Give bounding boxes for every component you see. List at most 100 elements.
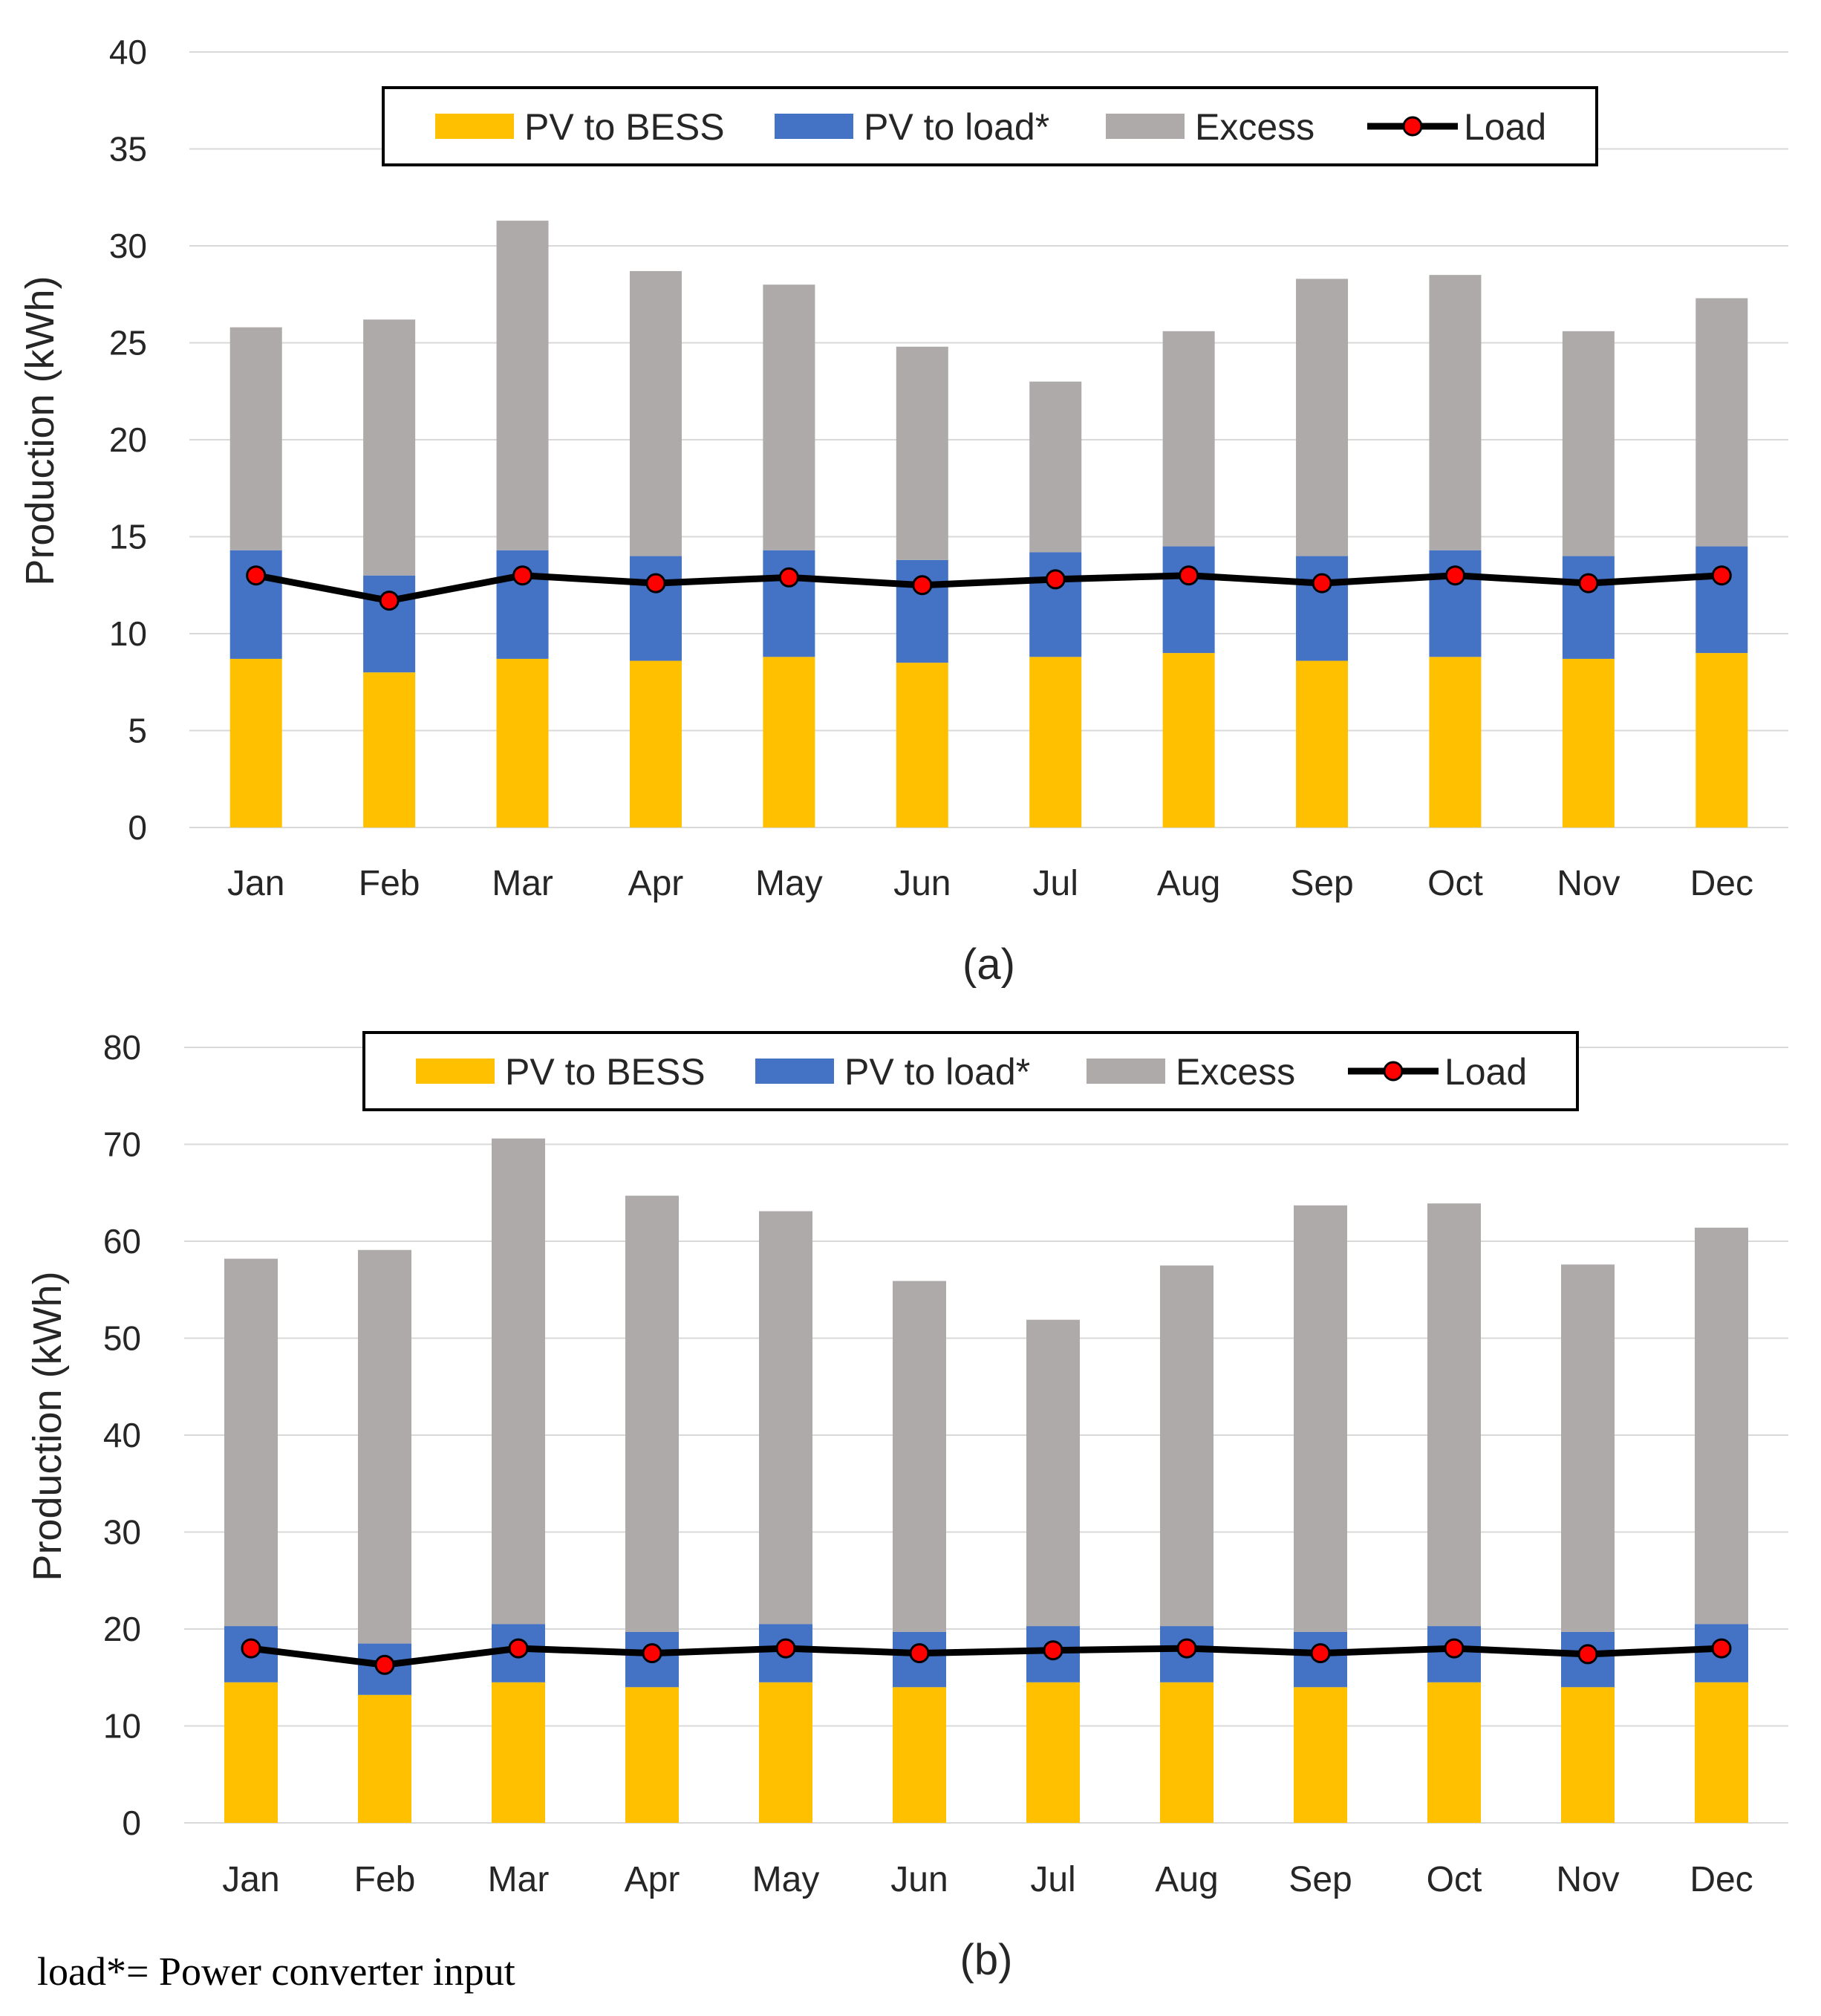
bar-pv-to-bess-jun — [896, 663, 948, 827]
load-point-apr — [645, 573, 666, 594]
legend-label: Excess — [1176, 1051, 1295, 1093]
bar-excess-jan — [229, 327, 282, 550]
y-tick-label: 40 — [103, 1416, 141, 1454]
x-tick-label: May — [752, 1860, 820, 1899]
x-tick-label: Apr — [625, 1860, 680, 1899]
bar-excess-feb — [363, 319, 416, 576]
chart-a: 0 5 10 15 20 25 30 35 40 Jan Feb Mar Apr May Jun Jul Aug… — [18, 33, 1788, 989]
bar-excess-oct — [1429, 275, 1482, 550]
x-tick-label: Dec — [1690, 864, 1753, 903]
load-point-may — [778, 567, 799, 588]
bar-pv-to-bess-jul — [1026, 1682, 1080, 1823]
bar-pv-to-bess-apr — [625, 1687, 679, 1823]
x-tick-label: Aug — [1155, 1860, 1218, 1899]
load-point-jun — [912, 575, 933, 596]
bar-excess-apr — [625, 1195, 679, 1632]
bar-pv-to-load-aug — [1162, 546, 1215, 654]
x-tick-label: Feb — [354, 1860, 416, 1899]
chart-b: 0 10 20 30 40 50 60 70 80 Jan Feb Mar Apr May Jun Jul Au… — [25, 1028, 1788, 1984]
load-line — [255, 572, 1722, 605]
bar-pv-to-load-may — [763, 550, 815, 657]
legend-swatch-pv-to-bess — [416, 1059, 495, 1084]
y-tick-label: 30 — [109, 227, 147, 265]
legend: PV to BESS PV to load* Excess Load — [362, 1031, 1579, 1111]
legend-label: Load — [1464, 106, 1546, 148]
bar-pv-to-bess-jan — [224, 1682, 278, 1823]
load-line — [250, 1645, 1722, 1668]
load-point-feb — [374, 1654, 395, 1675]
bar-pv-to-bess-feb — [358, 1694, 411, 1823]
load-point-jul — [1045, 569, 1066, 590]
x-tick-label: Mar — [492, 864, 553, 903]
bar-pv-to-bess-oct — [1429, 657, 1482, 827]
x-axis-labels: Jan Feb Mar Apr May Jun Jul Aug Sep Oct Nov Dec — [227, 864, 1753, 903]
y-tick-label: 40 — [109, 33, 147, 71]
y-tick-label: 25 — [109, 324, 147, 362]
y-tick-label: 10 — [103, 1707, 141, 1746]
bar-excess-jan — [224, 1258, 278, 1627]
y-tick-label: 50 — [103, 1319, 141, 1358]
bar-pv-to-bess-mar — [496, 658, 549, 827]
x-tick-label: Sep — [1289, 1860, 1352, 1899]
bar-excess-nov — [1561, 1264, 1615, 1632]
y-tick-label: 70 — [103, 1125, 141, 1164]
bar-pv-to-load-sep — [1296, 556, 1349, 661]
legend: PV to BESS PV to load* Excess Load — [382, 86, 1598, 166]
x-tick-label: Jan — [227, 864, 284, 903]
y-tick-label: 20 — [109, 420, 147, 459]
legend-marker-load — [1383, 1061, 1404, 1082]
bar-excess-dec — [1695, 1227, 1748, 1625]
y-tick-label: 30 — [103, 1513, 141, 1552]
legend-label: PV to load* — [864, 106, 1049, 148]
bar-excess-may — [763, 284, 815, 550]
load-point-mar — [512, 565, 533, 586]
legend-swatch-excess — [1106, 114, 1185, 139]
legend-label: PV to load* — [844, 1051, 1030, 1093]
bar-pv-to-bess-may — [759, 1682, 812, 1823]
legend-swatch-pv-to-load — [755, 1059, 834, 1084]
load-point-nov — [1578, 573, 1599, 594]
bar-pv-to-bess-sep — [1296, 660, 1349, 827]
bar-excess-jul — [1029, 381, 1082, 553]
x-tick-label: Nov — [1556, 1860, 1619, 1899]
bar-excess-feb — [358, 1249, 411, 1644]
x-tick-label: May — [755, 864, 823, 903]
legend-swatch-pv-to-bess — [435, 114, 514, 139]
bar-pv-to-load-nov — [1562, 556, 1615, 659]
bar-excess-aug — [1160, 1265, 1214, 1627]
bar-pv-to-bess-mar — [492, 1682, 545, 1823]
x-tick-label: Oct — [1427, 864, 1483, 903]
bar-pv-to-bess-jun — [893, 1687, 946, 1823]
y-tick-label: 80 — [103, 1028, 141, 1067]
legend-swatch-excess — [1087, 1059, 1165, 1084]
bar-excess-sep — [1294, 1205, 1347, 1632]
legend-label: Excess — [1195, 106, 1315, 148]
x-tick-label: Sep — [1290, 864, 1353, 903]
bar-excess-mar — [496, 221, 549, 550]
bar-pv-to-load-feb — [363, 575, 416, 673]
legend-label: PV to BESS — [505, 1051, 706, 1093]
panel-label: (b) — [960, 1936, 1013, 1984]
bar-pv-to-load-dec — [1695, 546, 1748, 654]
bar-pv-to-bess-jan — [229, 658, 282, 827]
load-point-feb — [379, 591, 400, 611]
bar-excess-may — [759, 1211, 812, 1625]
x-tick-label: Jul — [1033, 864, 1078, 903]
bar-pv-to-bess-aug — [1160, 1682, 1214, 1823]
y-tick-label: 5 — [128, 712, 147, 750]
bar-excess-apr — [629, 270, 682, 556]
x-tick-label: Mar — [488, 1860, 550, 1899]
x-tick-label: Jul — [1030, 1860, 1075, 1899]
bar-pv-to-bess-nov — [1562, 658, 1615, 827]
bar-pv-to-bess-aug — [1162, 653, 1215, 827]
bars — [224, 1138, 1748, 1823]
bar-excess-jun — [893, 1281, 946, 1632]
bar-excess-jul — [1026, 1319, 1080, 1627]
bar-pv-to-bess-nov — [1561, 1687, 1615, 1823]
legend-label: Load — [1444, 1051, 1527, 1093]
load-point-oct — [1444, 1638, 1465, 1659]
x-tick-label: Jun — [890, 1860, 948, 1899]
load-point-jun — [909, 1643, 930, 1664]
bar-pv-to-bess-may — [763, 657, 815, 827]
